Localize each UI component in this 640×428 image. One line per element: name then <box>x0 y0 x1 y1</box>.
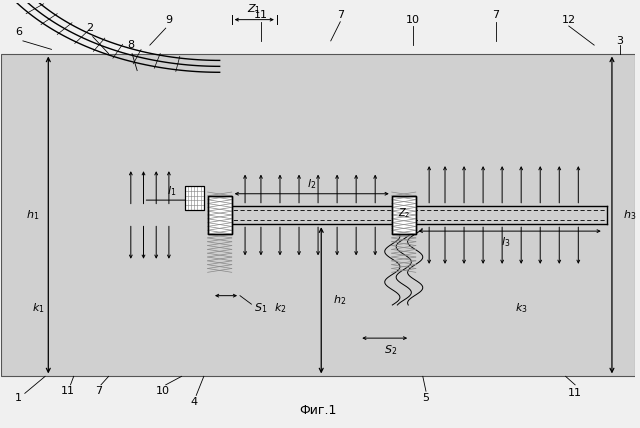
Text: 11: 11 <box>568 388 582 398</box>
Text: 12: 12 <box>562 15 576 25</box>
Text: 7: 7 <box>492 10 499 21</box>
Text: Фиг.1: Фиг.1 <box>300 404 337 417</box>
Text: 2: 2 <box>86 23 93 33</box>
Bar <box>392 196 416 234</box>
Text: $l_1$: $l_1$ <box>168 184 177 198</box>
Text: 1: 1 <box>15 392 22 403</box>
Bar <box>392 196 416 234</box>
Text: $S_1$: $S_1$ <box>254 301 268 315</box>
Text: $k_3$: $k_3$ <box>515 301 527 315</box>
Bar <box>207 196 232 234</box>
Text: $h_1$: $h_1$ <box>26 208 39 222</box>
Text: 7: 7 <box>95 386 102 396</box>
Text: $l_3$: $l_3$ <box>500 235 510 249</box>
Bar <box>207 196 232 234</box>
Text: 11: 11 <box>60 386 74 396</box>
Text: 9: 9 <box>165 15 172 25</box>
Bar <box>185 186 204 210</box>
Text: $Z_1$: $Z_1$ <box>247 2 261 16</box>
Text: $S_2$: $S_2$ <box>385 343 397 357</box>
Text: 10: 10 <box>156 386 170 396</box>
Text: 7: 7 <box>337 10 344 21</box>
Text: $l_2$: $l_2$ <box>307 178 316 191</box>
Text: 8: 8 <box>127 40 134 50</box>
Text: $Z_2$: $Z_2$ <box>397 206 410 220</box>
Text: $h_3$: $h_3$ <box>623 208 637 222</box>
Text: 10: 10 <box>406 15 420 25</box>
Text: $k_2$: $k_2$ <box>274 301 286 315</box>
Bar <box>185 186 204 210</box>
Text: 11: 11 <box>254 10 268 21</box>
Text: $k_1$: $k_1$ <box>33 301 45 315</box>
Text: 3: 3 <box>616 36 623 46</box>
Text: 6: 6 <box>15 27 22 37</box>
Bar <box>1 54 636 376</box>
Text: $h_2$: $h_2$ <box>333 294 346 307</box>
Text: 5: 5 <box>422 392 429 403</box>
Text: 4: 4 <box>191 397 198 407</box>
